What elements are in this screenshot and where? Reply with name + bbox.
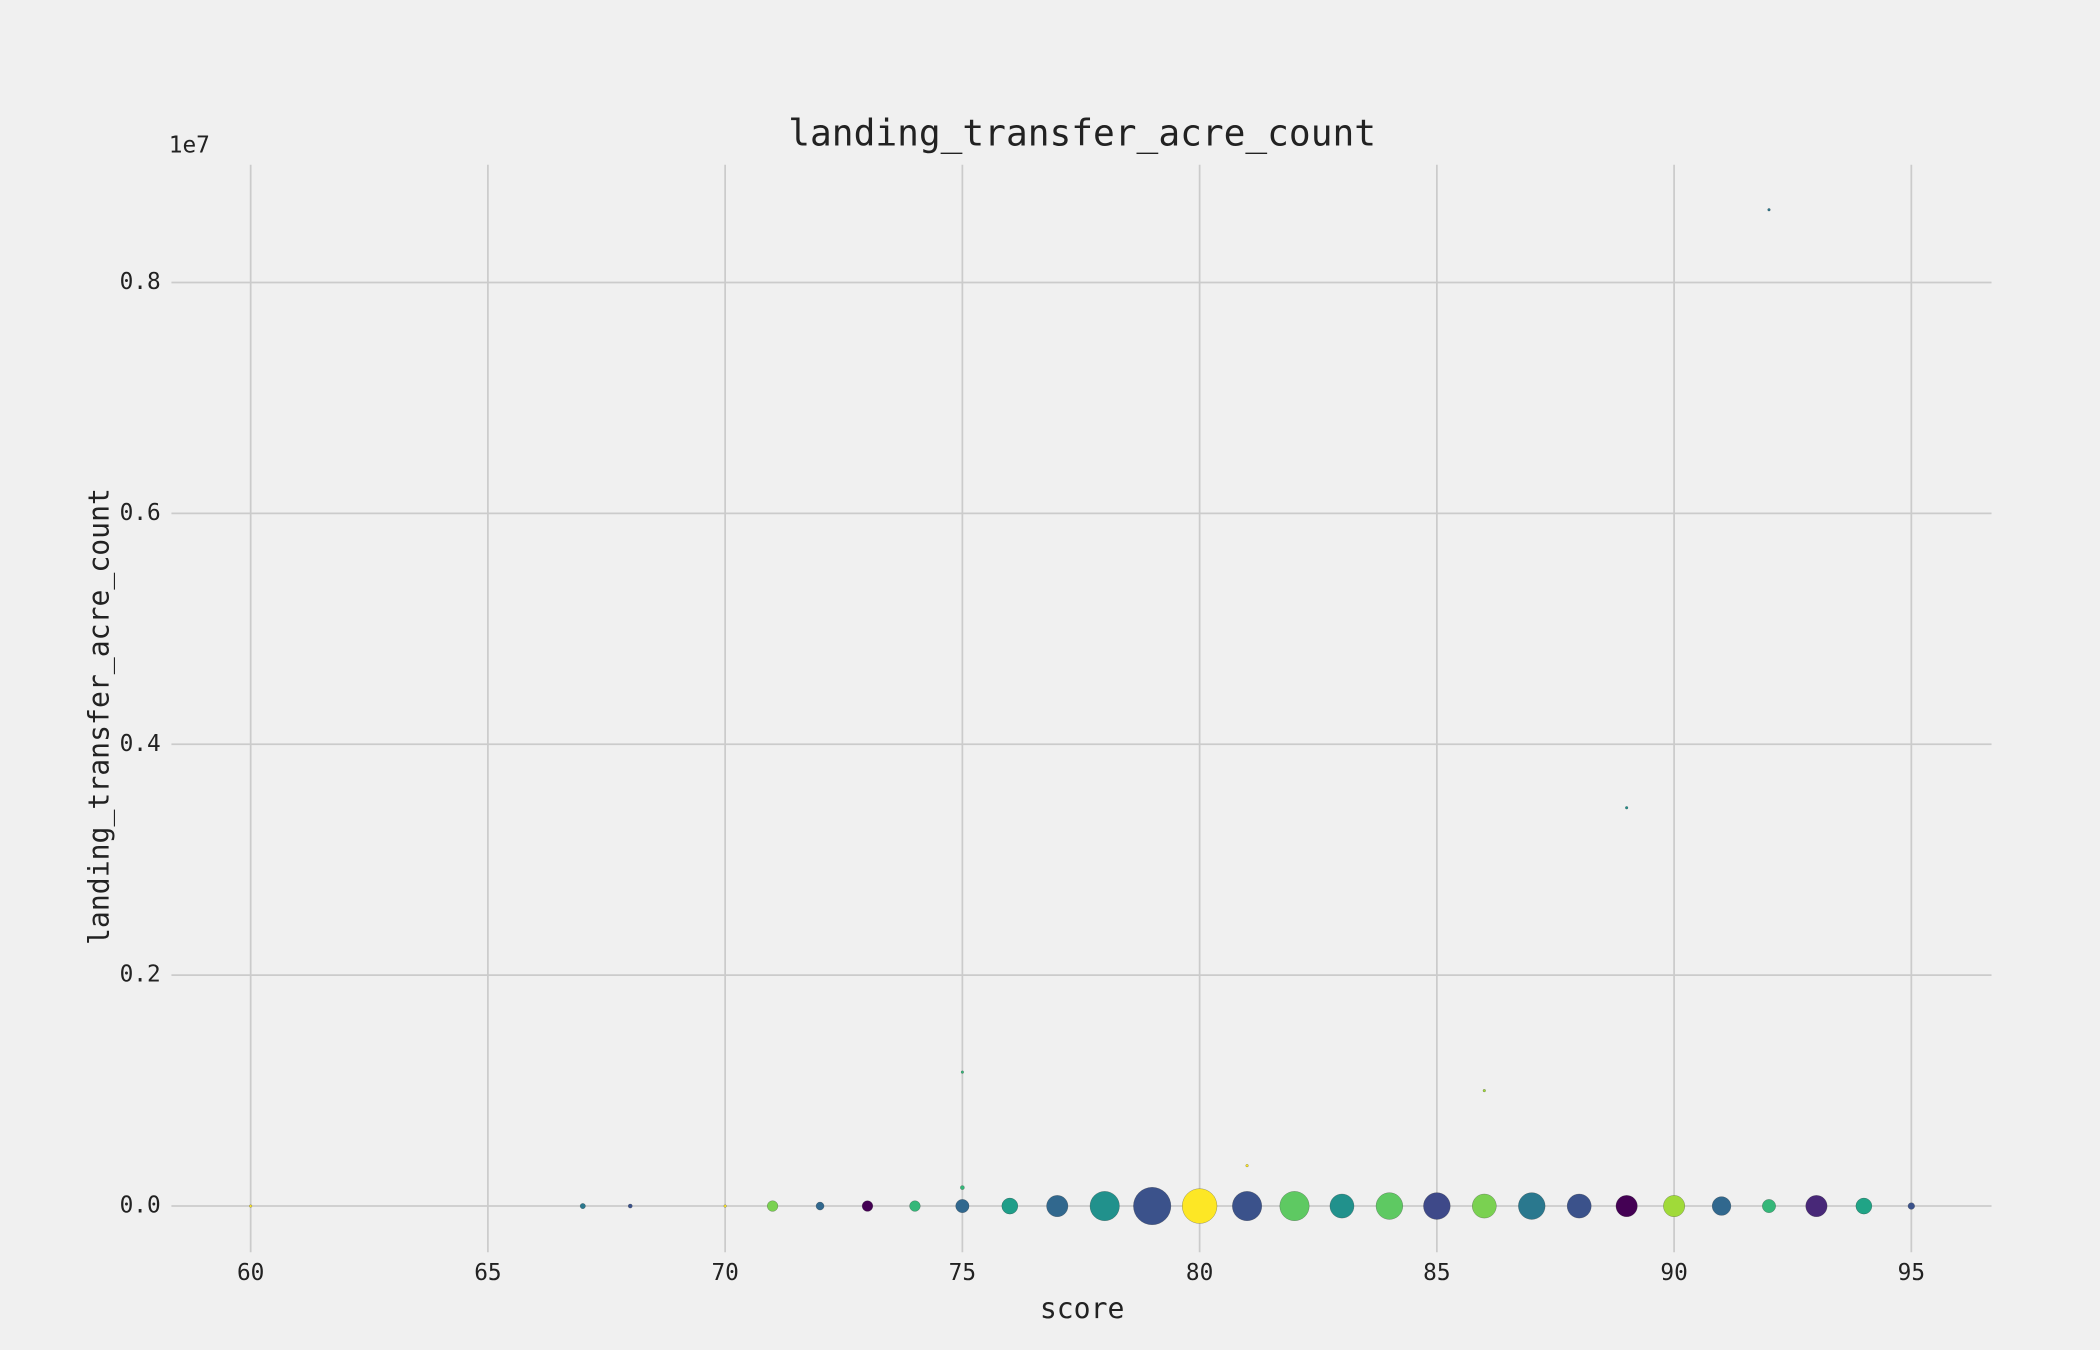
bubble bbox=[1762, 1199, 1776, 1213]
bubble bbox=[1615, 1195, 1638, 1217]
bubble bbox=[1245, 1164, 1249, 1168]
x-tick-label: 75 bbox=[949, 1260, 976, 1286]
x-tick-label: 95 bbox=[1898, 1260, 1925, 1286]
bubble bbox=[815, 1201, 825, 1211]
x-tick-label: 70 bbox=[711, 1260, 738, 1286]
bubble bbox=[1482, 1089, 1486, 1093]
x-tick-label: 85 bbox=[1423, 1260, 1450, 1286]
y-offset-label: 1e7 bbox=[169, 132, 210, 158]
x-tick-label: 90 bbox=[1660, 1260, 1687, 1286]
bubble bbox=[1133, 1187, 1172, 1226]
bubble bbox=[861, 1200, 874, 1212]
bubble bbox=[1472, 1193, 1497, 1219]
bubble bbox=[955, 1199, 970, 1213]
bubble bbox=[579, 1203, 586, 1209]
y-axis-label: landing_transfer_acre_count bbox=[82, 488, 116, 945]
bubble bbox=[960, 1070, 964, 1074]
bubble bbox=[1375, 1192, 1404, 1220]
y-tick-label: 0.4 bbox=[120, 731, 161, 757]
x-axis-label: score bbox=[1040, 1292, 1125, 1325]
bubble bbox=[1518, 1192, 1546, 1220]
y-tick-label: 0.0 bbox=[120, 1193, 161, 1219]
bubble bbox=[1423, 1192, 1451, 1220]
bubble bbox=[1711, 1196, 1732, 1216]
bubble bbox=[1663, 1195, 1686, 1217]
bubble bbox=[249, 1204, 253, 1208]
x-tick-label: 60 bbox=[237, 1260, 264, 1286]
x-tick-label: 65 bbox=[474, 1260, 501, 1286]
y-tick-label: 0.6 bbox=[120, 500, 161, 526]
bubble bbox=[1907, 1202, 1915, 1210]
bubble bbox=[1279, 1191, 1310, 1221]
bubble bbox=[960, 1185, 965, 1190]
bubble bbox=[1566, 1193, 1592, 1219]
chart-title: landing_transfer_acre_count bbox=[788, 111, 1376, 154]
x-tick-label: 80 bbox=[1186, 1260, 1213, 1286]
y-tick-label: 0.2 bbox=[120, 962, 161, 988]
y-tick-label: 0.8 bbox=[120, 269, 161, 295]
bubble bbox=[909, 1200, 921, 1212]
bubble bbox=[1625, 806, 1629, 810]
bubble bbox=[628, 1203, 633, 1209]
bubble bbox=[1855, 1197, 1873, 1215]
bubble bbox=[1089, 1191, 1120, 1221]
bubble bbox=[1001, 1197, 1019, 1215]
bubble bbox=[1232, 1191, 1262, 1221]
bubble bbox=[1767, 208, 1771, 212]
bubble bbox=[1805, 1195, 1828, 1217]
bubble bbox=[767, 1200, 779, 1212]
bubble bbox=[723, 1204, 727, 1208]
bubble bbox=[1182, 1188, 1218, 1224]
bubble bbox=[1046, 1195, 1069, 1217]
bubble bbox=[1329, 1193, 1355, 1219]
